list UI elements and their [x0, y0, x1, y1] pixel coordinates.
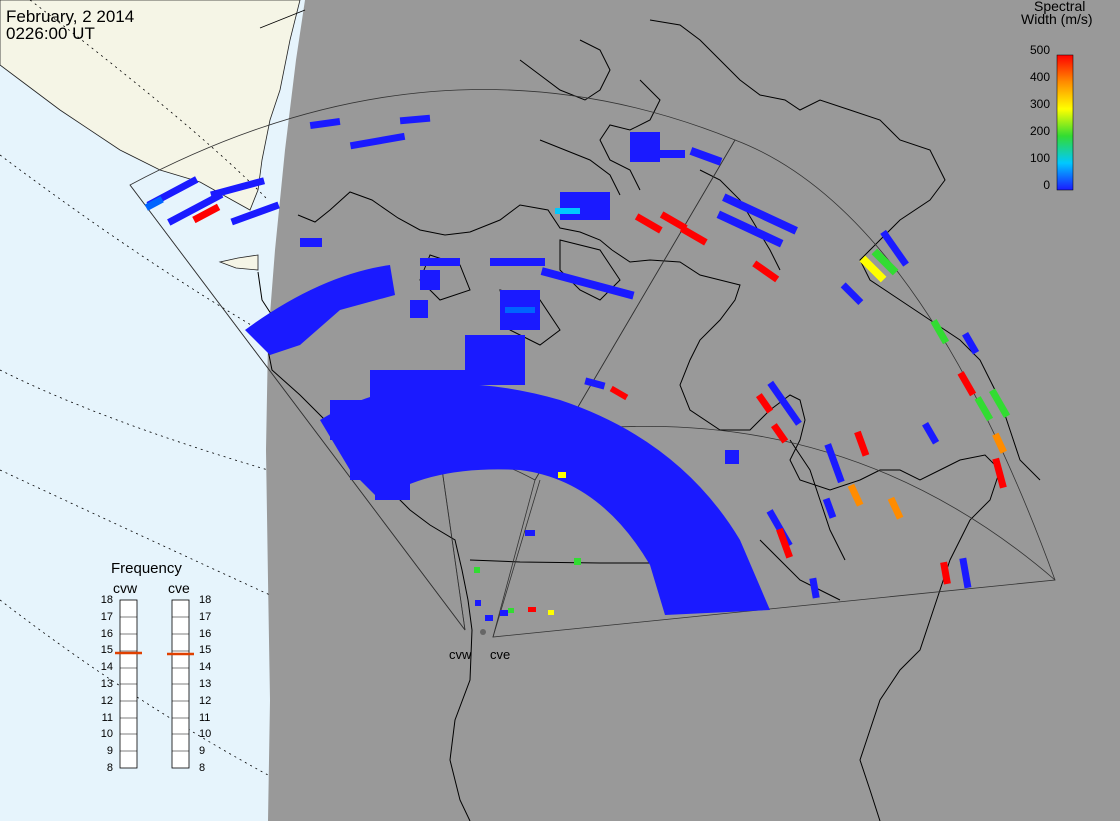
frequency-bar-cvw [115, 599, 142, 769]
colorbar-tick: 300 [1029, 97, 1050, 111]
frequency-tick-right: 14 [199, 661, 212, 674]
frequency-tick-right: 18 [199, 594, 212, 606]
frequency-tick-right: 11 [199, 711, 211, 724]
frequency-tick-right: 13 [199, 678, 212, 690]
frequency-tick-left: 8 [106, 762, 113, 774]
radar-site-marker [480, 629, 486, 635]
frequency-tick-right: 15 [199, 644, 212, 657]
frequency-panel-title: Frequency [111, 560, 182, 577]
frequency-tick-left: 9 [106, 745, 113, 758]
frequency-bar-cve [167, 599, 194, 769]
colorbar-scale [1056, 54, 1074, 191]
frequency-radar-label-cvw: cvw [113, 580, 138, 596]
frequency-tick-right: 16 [199, 627, 212, 640]
graticule-solid [259, 9, 306, 29]
frequency-radar-label-cve: cve [168, 580, 190, 596]
colorbar-tick: 0 [1043, 178, 1050, 192]
colorbar-tick: 200 [1029, 124, 1050, 138]
frequency-tick-left: 11 [101, 711, 113, 724]
radar-label-cve: cve [490, 647, 511, 662]
colorbar-tick: 400 [1029, 70, 1050, 84]
colorbar-title-line1: Spectral [1034, 0, 1086, 14]
night-shade [266, 0, 1120, 821]
frequency-tick-right: 17 [199, 610, 212, 623]
land-alaska-peninsula [218, 254, 259, 271]
graticule [0, 0, 271, 776]
frequency-tick-right: 9 [199, 745, 206, 758]
colorbar-title-line2: Width (m/s) [1021, 11, 1093, 27]
frequency-tick-left: 18 [100, 594, 113, 606]
frequency-tick-right: 10 [199, 728, 212, 741]
frequency-tick-left: 17 [100, 610, 113, 623]
frequency-tick-right: 12 [199, 694, 212, 707]
frequency-tick-left: 15 [100, 644, 113, 657]
colorbar-tick: 500 [1029, 43, 1050, 57]
radar-label-cvw: cvw [449, 647, 472, 662]
frequency-tick-left: 13 [100, 678, 113, 690]
plot-time: 0226:00 UT [6, 24, 95, 43]
frequency-tick-left: 14 [100, 661, 113, 674]
plot-date: February, 2 2014 [6, 7, 135, 26]
frequency-tick-left: 10 [100, 728, 113, 741]
echo-strips [144, 114, 1011, 621]
frequency-tick-left: 16 [100, 627, 113, 640]
frequency-tick-right: 8 [199, 762, 206, 774]
land-alaska-dayside [0, 0, 301, 211]
frequency-tick-left: 12 [100, 694, 113, 707]
colorbar-tick: 100 [1029, 151, 1050, 165]
